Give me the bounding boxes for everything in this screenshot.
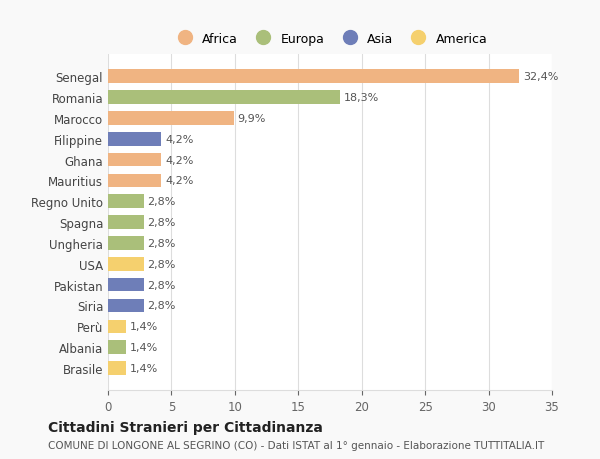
Text: 9,9%: 9,9% <box>238 114 266 123</box>
Text: 2,8%: 2,8% <box>148 218 176 228</box>
Bar <box>108 70 519 84</box>
Bar <box>108 257 143 271</box>
Bar <box>108 195 143 208</box>
Text: 4,2%: 4,2% <box>165 155 193 165</box>
Bar <box>108 174 161 188</box>
Bar <box>108 299 143 313</box>
Text: 18,3%: 18,3% <box>344 93 379 103</box>
Text: 1,4%: 1,4% <box>130 322 158 331</box>
Text: 2,8%: 2,8% <box>148 301 176 311</box>
Text: 4,2%: 4,2% <box>165 176 193 186</box>
Bar <box>108 341 126 354</box>
Bar <box>108 237 143 250</box>
Bar <box>108 278 143 292</box>
Text: 32,4%: 32,4% <box>523 72 558 82</box>
Bar <box>108 361 126 375</box>
Text: 4,2%: 4,2% <box>165 134 193 145</box>
Text: COMUNE DI LONGONE AL SEGRINO (CO) - Dati ISTAT al 1° gennaio - Elaborazione TUTT: COMUNE DI LONGONE AL SEGRINO (CO) - Dati… <box>48 440 544 450</box>
Bar <box>108 153 161 167</box>
Bar <box>108 320 126 333</box>
Bar <box>108 112 233 125</box>
Text: 2,8%: 2,8% <box>148 238 176 248</box>
Text: Cittadini Stranieri per Cittadinanza: Cittadini Stranieri per Cittadinanza <box>48 420 323 434</box>
Text: 1,4%: 1,4% <box>130 342 158 353</box>
Legend: Africa, Europa, Asia, America: Africa, Europa, Asia, America <box>167 28 493 51</box>
Text: 2,8%: 2,8% <box>148 259 176 269</box>
Text: 1,4%: 1,4% <box>130 363 158 373</box>
Bar <box>108 216 143 230</box>
Text: 2,8%: 2,8% <box>148 280 176 290</box>
Bar <box>108 91 340 105</box>
Text: 2,8%: 2,8% <box>148 197 176 207</box>
Bar <box>108 133 161 146</box>
